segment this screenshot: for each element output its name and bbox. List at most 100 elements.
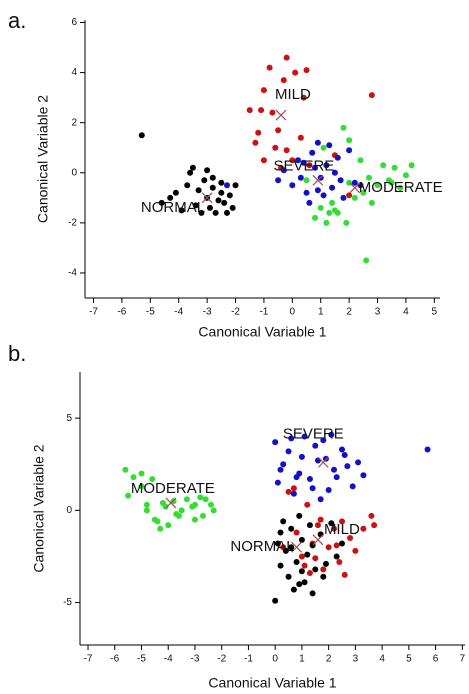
point — [224, 182, 230, 189]
point — [274, 540, 281, 547]
point — [209, 174, 216, 181]
point — [309, 590, 316, 597]
point — [408, 162, 415, 169]
point — [340, 124, 347, 131]
point — [165, 522, 172, 529]
point — [341, 452, 348, 459]
x-tick-label: -6 — [110, 654, 119, 665]
point — [360, 525, 367, 532]
point — [280, 77, 287, 84]
point — [309, 485, 316, 492]
point — [272, 439, 279, 446]
point — [346, 192, 353, 199]
y-tick-label: -2 — [68, 218, 77, 229]
x-tick-label: 4 — [379, 654, 385, 665]
point — [260, 157, 267, 164]
x-tick-label: 5 — [432, 307, 438, 318]
point — [306, 475, 313, 482]
point — [301, 562, 308, 569]
point — [320, 437, 327, 444]
point — [184, 182, 191, 189]
point — [173, 511, 180, 518]
point — [336, 558, 343, 565]
point — [317, 204, 324, 211]
x-tick-label: 4 — [403, 307, 409, 318]
point — [296, 512, 303, 519]
point — [349, 483, 356, 490]
point — [218, 189, 225, 196]
x-tick-label: 7 — [460, 654, 466, 665]
point — [229, 204, 236, 211]
point — [189, 164, 196, 171]
point — [317, 496, 324, 503]
y-tick-label: -4 — [68, 268, 77, 279]
point — [283, 147, 290, 154]
point — [301, 579, 308, 586]
point — [272, 597, 279, 604]
x-tick-label: 2 — [346, 307, 352, 318]
point — [290, 485, 297, 492]
point — [285, 448, 292, 455]
x-tick-label: -5 — [137, 654, 146, 665]
point — [178, 207, 185, 214]
point — [226, 192, 233, 199]
point — [277, 562, 284, 569]
point — [289, 157, 296, 164]
point — [183, 496, 190, 503]
point — [424, 446, 431, 453]
point — [138, 132, 145, 139]
point — [380, 162, 387, 169]
point — [303, 189, 310, 196]
point — [329, 199, 336, 206]
x-tick-label: 1 — [299, 654, 305, 665]
point — [246, 107, 253, 114]
x-tick-label: -7 — [84, 654, 93, 665]
point — [187, 169, 194, 176]
point — [252, 139, 259, 146]
point — [312, 566, 319, 573]
group-label: SEVERE — [283, 425, 344, 442]
point — [277, 466, 284, 473]
point — [288, 435, 295, 442]
point — [290, 490, 297, 497]
point — [371, 522, 378, 529]
group-label: MILD — [275, 86, 311, 103]
point — [309, 149, 316, 156]
x-tick-label: -3 — [191, 654, 200, 665]
group-label: MODERATE — [359, 179, 443, 196]
point — [293, 474, 300, 481]
point — [346, 137, 353, 144]
point — [212, 209, 219, 216]
point — [303, 67, 310, 74]
y-tick-label: 5 — [66, 413, 72, 424]
x-tick-label: -2 — [231, 307, 240, 318]
y-tick-label: 4 — [71, 67, 77, 78]
x-tick-label: -1 — [259, 307, 268, 318]
y-tick-label: 0 — [71, 167, 77, 178]
point — [210, 507, 217, 514]
point — [209, 184, 216, 191]
point — [329, 184, 336, 191]
point — [283, 54, 290, 61]
point — [320, 566, 327, 573]
point — [297, 134, 304, 141]
point — [292, 69, 299, 76]
point — [328, 431, 335, 438]
x-tick-label: 6 — [433, 654, 439, 665]
point — [285, 488, 292, 495]
point — [323, 219, 330, 226]
panel: b. -7 -6 -5 -4 -3 -2 -1 0 1 2 3 4 5 6 7 -5 0 5 Canonical Va… — [8, 341, 466, 691]
point — [167, 194, 174, 201]
point — [328, 520, 335, 527]
point — [293, 529, 300, 536]
point — [304, 551, 311, 558]
point — [157, 525, 164, 532]
point — [296, 581, 303, 588]
point — [293, 558, 300, 565]
point — [195, 187, 202, 194]
y-tick-label: 2 — [71, 117, 77, 128]
panel: a. -7 -6 -5 -4 -3 -2 -1 0 1 2 3 4 5 -4 -2 0 2 4 6 Canonical … — [8, 8, 443, 340]
x-tick-label: 5 — [406, 654, 412, 665]
point — [138, 483, 145, 490]
point — [368, 92, 375, 99]
